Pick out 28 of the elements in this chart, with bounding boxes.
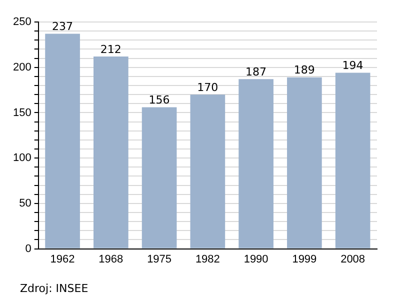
y-tick-label: 100 [12,152,32,164]
data-label: 170 [197,80,218,94]
data-label: 194 [342,59,364,72]
y-tick-label: 50 [19,197,32,210]
x-tick-label: 1962 [50,253,75,266]
x-tick-label: 1968 [98,253,124,266]
x-tick-label: 1990 [244,253,268,266]
y-tick-label: 250 [12,16,32,28]
bar [142,107,177,248]
y-tick-label: 150 [12,106,32,119]
y-tick-label: 200 [12,61,32,74]
bar [238,79,274,248]
x-tick-label: 1999 [292,253,317,266]
bar [45,34,80,248]
bar [190,94,226,248]
data-label: 237 [52,20,74,34]
data-label: 187 [246,66,267,79]
x-tick-label: 1975 [147,253,172,266]
data-label: 189 [294,64,315,77]
data-label: 156 [148,94,170,107]
data-label: 212 [100,42,122,56]
x-tick-label: 1982 [195,253,220,266]
bar [335,72,370,248]
bar [94,56,128,248]
bar [287,77,322,248]
text: Zdroj: INSEE [20,282,88,295]
x-tick-label: 2008 [340,253,366,266]
y-tick-label: 0 [25,242,32,255]
